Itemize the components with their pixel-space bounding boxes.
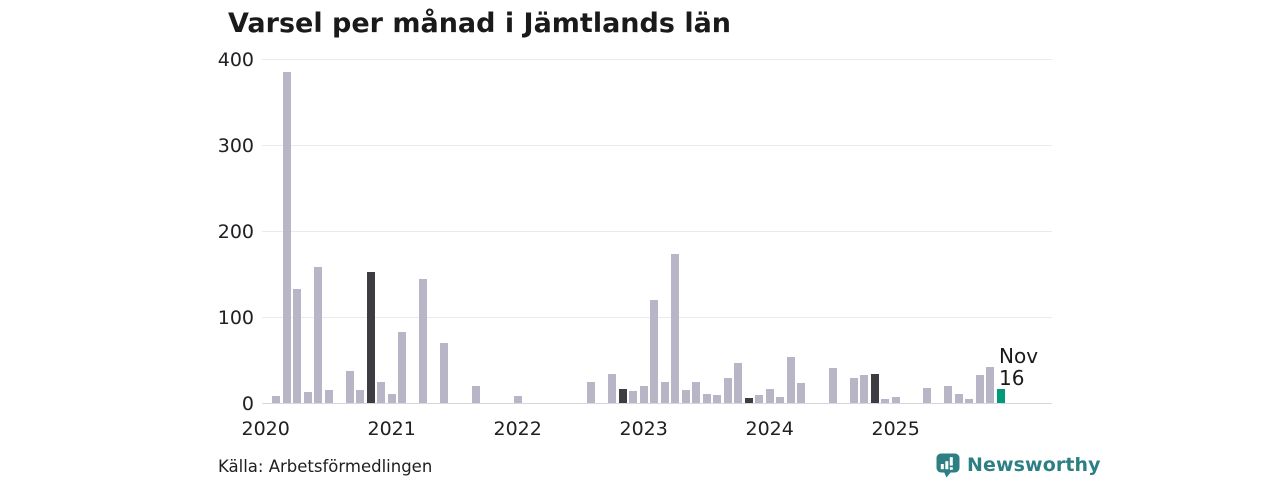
current-value-annotation: Nov 16 <box>999 345 1038 389</box>
bar <box>324 390 333 403</box>
bar <box>650 299 659 403</box>
source-caption: Källa: Arbetsförmedlingen <box>218 457 433 476</box>
bar <box>828 367 837 403</box>
gridline <box>262 145 1052 146</box>
newsworthy-bubble-chart-icon <box>936 453 960 477</box>
bar <box>660 382 669 403</box>
bar <box>366 272 375 403</box>
bar <box>723 378 732 403</box>
x-axis-baseline <box>262 403 1052 404</box>
bar <box>702 394 711 403</box>
bar <box>797 383 806 403</box>
bar-current <box>996 389 1005 403</box>
bar <box>713 395 722 403</box>
plot-area <box>262 59 1052 404</box>
x-tick-label: 2025 <box>871 418 920 440</box>
bar <box>870 373 879 403</box>
x-tick-label: 2021 <box>367 418 416 440</box>
y-tick-label: 200 <box>217 221 254 243</box>
bar <box>587 382 596 403</box>
bar <box>513 396 522 403</box>
y-tick-label: 100 <box>217 307 254 329</box>
bar <box>986 366 995 403</box>
x-tick-label: 2022 <box>493 418 542 440</box>
bar <box>671 254 680 403</box>
bar <box>786 356 795 403</box>
y-tick-label: 300 <box>217 135 254 157</box>
bar <box>419 279 428 403</box>
bar <box>975 374 984 403</box>
bar <box>377 381 386 403</box>
x-tick-label: 2024 <box>745 418 794 440</box>
bar <box>345 371 354 403</box>
bar <box>891 396 900 403</box>
bar <box>765 389 774 403</box>
bar <box>692 382 701 403</box>
bar <box>639 385 648 403</box>
y-tick-label: 0 <box>241 393 254 415</box>
bar <box>387 394 396 403</box>
y-tick-label: 400 <box>217 49 254 71</box>
bar <box>282 71 291 403</box>
bar <box>440 342 449 403</box>
bar <box>314 267 323 403</box>
bar <box>954 393 963 403</box>
gridline <box>262 231 1052 232</box>
bar <box>356 390 365 403</box>
bar <box>776 396 785 403</box>
chart-title: Varsel per månad i Jämtlands län <box>228 8 732 39</box>
bar <box>755 395 764 403</box>
bar <box>744 397 753 403</box>
bar <box>849 378 858 403</box>
annotation-month: Nov <box>999 344 1039 368</box>
bar <box>608 373 617 403</box>
bar <box>398 331 407 403</box>
bar <box>629 390 638 403</box>
x-tick-label: 2020 <box>241 418 290 440</box>
bar <box>944 385 953 403</box>
annotation-value: 16 <box>999 366 1025 390</box>
newsworthy-wordmark: Newsworthy <box>967 454 1101 476</box>
bar <box>471 385 480 403</box>
gridline <box>262 59 1052 60</box>
bar <box>293 289 302 403</box>
bar <box>681 390 690 403</box>
x-tick-label: 2023 <box>619 418 668 440</box>
bar <box>881 398 890 403</box>
bar <box>860 374 869 403</box>
bar <box>618 389 627 403</box>
bar <box>272 396 281 403</box>
bar <box>303 391 312 403</box>
bar <box>734 362 743 403</box>
bar <box>965 398 974 403</box>
bar <box>923 388 932 403</box>
newsworthy-logo: Newsworthy <box>936 452 1101 478</box>
